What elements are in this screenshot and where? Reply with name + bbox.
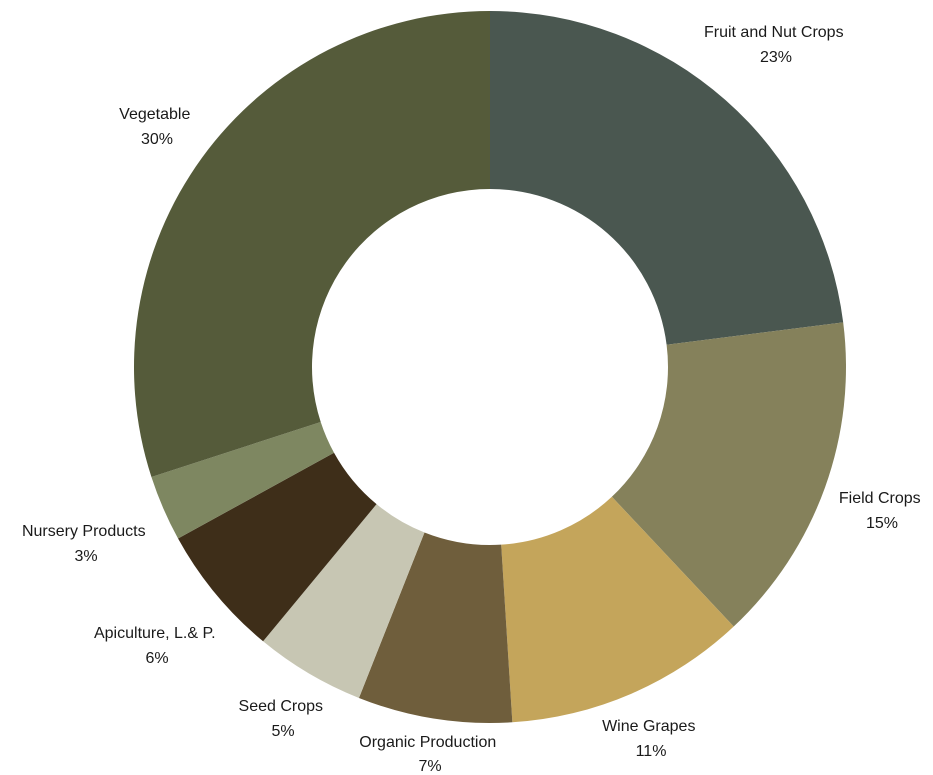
slice-seed-crops (263, 504, 425, 699)
slice-label-fruit-and-nut-crops: Fruit and Nut Crops 23% (704, 24, 848, 66)
slice-labels: Fruit and Nut Crops 23% Field Crops 15% … (22, 24, 925, 775)
slice-organic-production (358, 532, 513, 723)
slice-label-apiculture: Apiculture, L.& P. 6% (94, 625, 220, 667)
slice-field-crops (611, 322, 846, 627)
slice-label-wine-grapes: Wine Grapes 11% (602, 718, 700, 760)
slice-label-field-crops: Field Crops 15% (839, 490, 925, 532)
slice-label-seed-crops: Seed Crops 5% (239, 698, 328, 740)
donut-slices (133, 11, 846, 723)
slice-label-vegetable: Vegetable 30% (119, 106, 195, 148)
slice-apiculture-l-p (178, 452, 377, 642)
slice-label-organic-production: Organic Production 7% (359, 734, 500, 775)
slice-vegetable (133, 11, 491, 478)
slice-nursery-products (151, 422, 335, 539)
slice-label-nursery-products: Nursery Products 3% (22, 523, 150, 565)
slice-fruit-and-nut-crops (490, 11, 844, 345)
slice-wine-grapes (501, 496, 734, 723)
